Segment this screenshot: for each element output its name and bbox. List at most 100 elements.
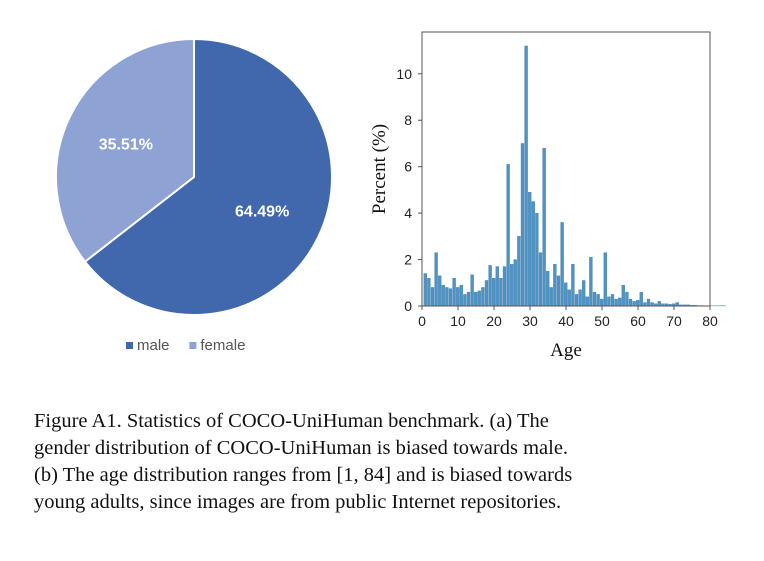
histogram-bar bbox=[614, 298, 618, 307]
histogram-bar bbox=[632, 301, 636, 307]
caption-line: gender distribution of COCO-UniHuman is … bbox=[34, 437, 569, 459]
histogram-bar bbox=[438, 275, 442, 307]
histogram-bar bbox=[639, 291, 643, 307]
histogram-bar bbox=[574, 294, 579, 307]
caption-line: (b) The age distribution ranges from [1,… bbox=[34, 464, 573, 486]
histogram-bar bbox=[549, 287, 553, 307]
x-tick-label: 80 bbox=[702, 313, 718, 329]
histogram-bar bbox=[546, 271, 550, 307]
histogram-bar bbox=[477, 290, 481, 307]
histogram-bar bbox=[585, 296, 589, 307]
histogram-bar bbox=[423, 273, 427, 307]
histogram-bar bbox=[459, 284, 463, 307]
histogram-bar bbox=[592, 291, 597, 307]
histogram-bar bbox=[427, 277, 431, 307]
x-tick-label: 70 bbox=[666, 313, 682, 329]
histogram-bar bbox=[470, 274, 474, 307]
histogram-bar bbox=[488, 265, 492, 307]
histogram-bar bbox=[582, 280, 586, 307]
histogram-bar bbox=[560, 222, 564, 307]
histogram-bar bbox=[484, 280, 489, 307]
legend-label: male bbox=[137, 337, 170, 354]
y-tick-label: 2 bbox=[404, 252, 412, 268]
histogram-bar bbox=[463, 294, 467, 307]
histogram-bar bbox=[506, 164, 510, 307]
x-axis-label: Age bbox=[550, 340, 582, 361]
y-tick-label: 4 bbox=[404, 205, 412, 221]
histogram-bar bbox=[499, 277, 503, 307]
histogram-bar bbox=[452, 277, 456, 307]
histogram-bar bbox=[618, 297, 622, 307]
pie-slice-male bbox=[83, 37, 333, 316]
histogram-bar bbox=[524, 45, 528, 307]
x-tick-label: 20 bbox=[486, 313, 502, 329]
histogram-bar bbox=[650, 302, 654, 307]
histogram-bar bbox=[517, 236, 521, 307]
y-axis-label: Percent (%) bbox=[369, 124, 390, 214]
histogram-bar bbox=[481, 287, 485, 307]
pie-slice-female bbox=[55, 37, 195, 264]
x-tick-label: 60 bbox=[630, 313, 646, 329]
x-tick-label: 50 bbox=[594, 313, 610, 329]
histogram-bar bbox=[596, 294, 600, 307]
histogram-bar bbox=[621, 284, 625, 307]
histogram-bar bbox=[535, 212, 539, 307]
y-tick-label: 10 bbox=[396, 66, 412, 82]
slice-label-male: 64.49% bbox=[235, 203, 289, 220]
histogram-bar bbox=[492, 277, 496, 307]
caption-line: Figure A1. Statistics of COCO-UniHuman b… bbox=[34, 410, 549, 432]
legend-swatch bbox=[126, 342, 133, 349]
y-tick-label: 6 bbox=[404, 159, 412, 175]
histogram-bar bbox=[456, 287, 460, 307]
histogram-bar bbox=[564, 282, 568, 307]
legend-swatch bbox=[189, 342, 197, 349]
x-tick-label: 10 bbox=[450, 313, 466, 329]
histogram-bar bbox=[646, 298, 651, 307]
histogram-bar bbox=[589, 257, 593, 307]
histogram-bar bbox=[441, 284, 445, 307]
histogram-bar bbox=[610, 294, 615, 307]
caption-line: young adults, since images are from publ… bbox=[34, 491, 562, 513]
histogram-bar bbox=[603, 252, 607, 307]
y-tick-label: 0 bbox=[404, 298, 412, 314]
legend-item-male: male bbox=[126, 337, 170, 354]
histogram-bar bbox=[531, 201, 535, 307]
histogram-bar bbox=[538, 252, 543, 307]
histogram-bar bbox=[445, 287, 449, 307]
gender-pie-chart: 64.49% 35.51% male female bbox=[55, 37, 333, 354]
x-tick-label: 30 bbox=[522, 313, 538, 329]
histogram-bar bbox=[434, 252, 438, 307]
histogram-bar bbox=[542, 147, 546, 307]
x-tick-label: 0 bbox=[418, 313, 426, 329]
histogram-bar bbox=[495, 266, 499, 307]
histogram-bar bbox=[600, 298, 604, 307]
histogram-bar bbox=[556, 275, 561, 307]
legend-label: female bbox=[200, 337, 245, 354]
histogram-bar bbox=[571, 264, 575, 307]
histogram-bar bbox=[567, 289, 571, 307]
histogram-bar bbox=[510, 264, 514, 307]
histogram-bar bbox=[502, 266, 507, 307]
histogram-bar bbox=[643, 302, 647, 307]
histogram-bar bbox=[657, 301, 661, 307]
histogram-bar bbox=[636, 300, 640, 307]
slice-label-female: 35.51% bbox=[99, 137, 153, 154]
x-tick-label: 40 bbox=[558, 313, 574, 329]
histogram-bar bbox=[448, 288, 453, 307]
histogram-bar bbox=[474, 291, 478, 307]
histogram-bar bbox=[607, 296, 611, 307]
figure-caption: Figure A1. Statistics of COCO-UniHuman b… bbox=[34, 408, 746, 516]
histogram-bar bbox=[528, 192, 532, 307]
histogram-bar bbox=[578, 289, 582, 307]
histogram-bar bbox=[675, 302, 679, 307]
histogram-bar bbox=[625, 291, 629, 307]
histogram-bar bbox=[466, 291, 471, 307]
histogram-bar bbox=[553, 264, 557, 307]
plot-frame bbox=[421, 31, 711, 307]
histogram-bar bbox=[520, 143, 525, 307]
histogram-bar bbox=[628, 298, 633, 307]
y-tick-label: 8 bbox=[404, 112, 412, 128]
age-histogram: 0 10 20 30 40 50 60 70 80 0 2 4 6 8 10 Age Percent (%… bbox=[369, 31, 726, 361]
histogram-bar bbox=[430, 287, 435, 307]
